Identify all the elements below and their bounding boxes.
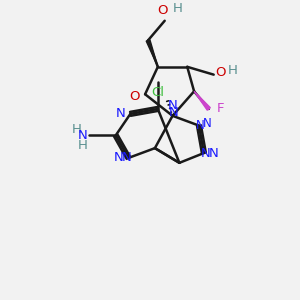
Text: N: N [209, 146, 218, 160]
Text: H: H [227, 64, 237, 77]
Polygon shape [146, 40, 158, 67]
Text: Cl: Cl [151, 86, 164, 99]
Text: O: O [158, 4, 168, 17]
Text: N: N [116, 107, 125, 120]
Text: N: N [114, 152, 124, 164]
Text: N: N [201, 146, 211, 160]
Text: F: F [217, 102, 224, 116]
Text: H: H [77, 139, 87, 152]
Text: N: N [77, 129, 87, 142]
Text: O: O [130, 90, 140, 103]
Text: H: H [172, 2, 182, 15]
Text: O: O [216, 66, 226, 79]
Text: N: N [168, 99, 177, 112]
Polygon shape [194, 91, 210, 110]
Text: H: H [71, 123, 81, 136]
Text: N: N [122, 152, 131, 164]
Text: N: N [169, 106, 178, 119]
Text: N: N [196, 119, 204, 132]
Text: N: N [203, 117, 212, 130]
